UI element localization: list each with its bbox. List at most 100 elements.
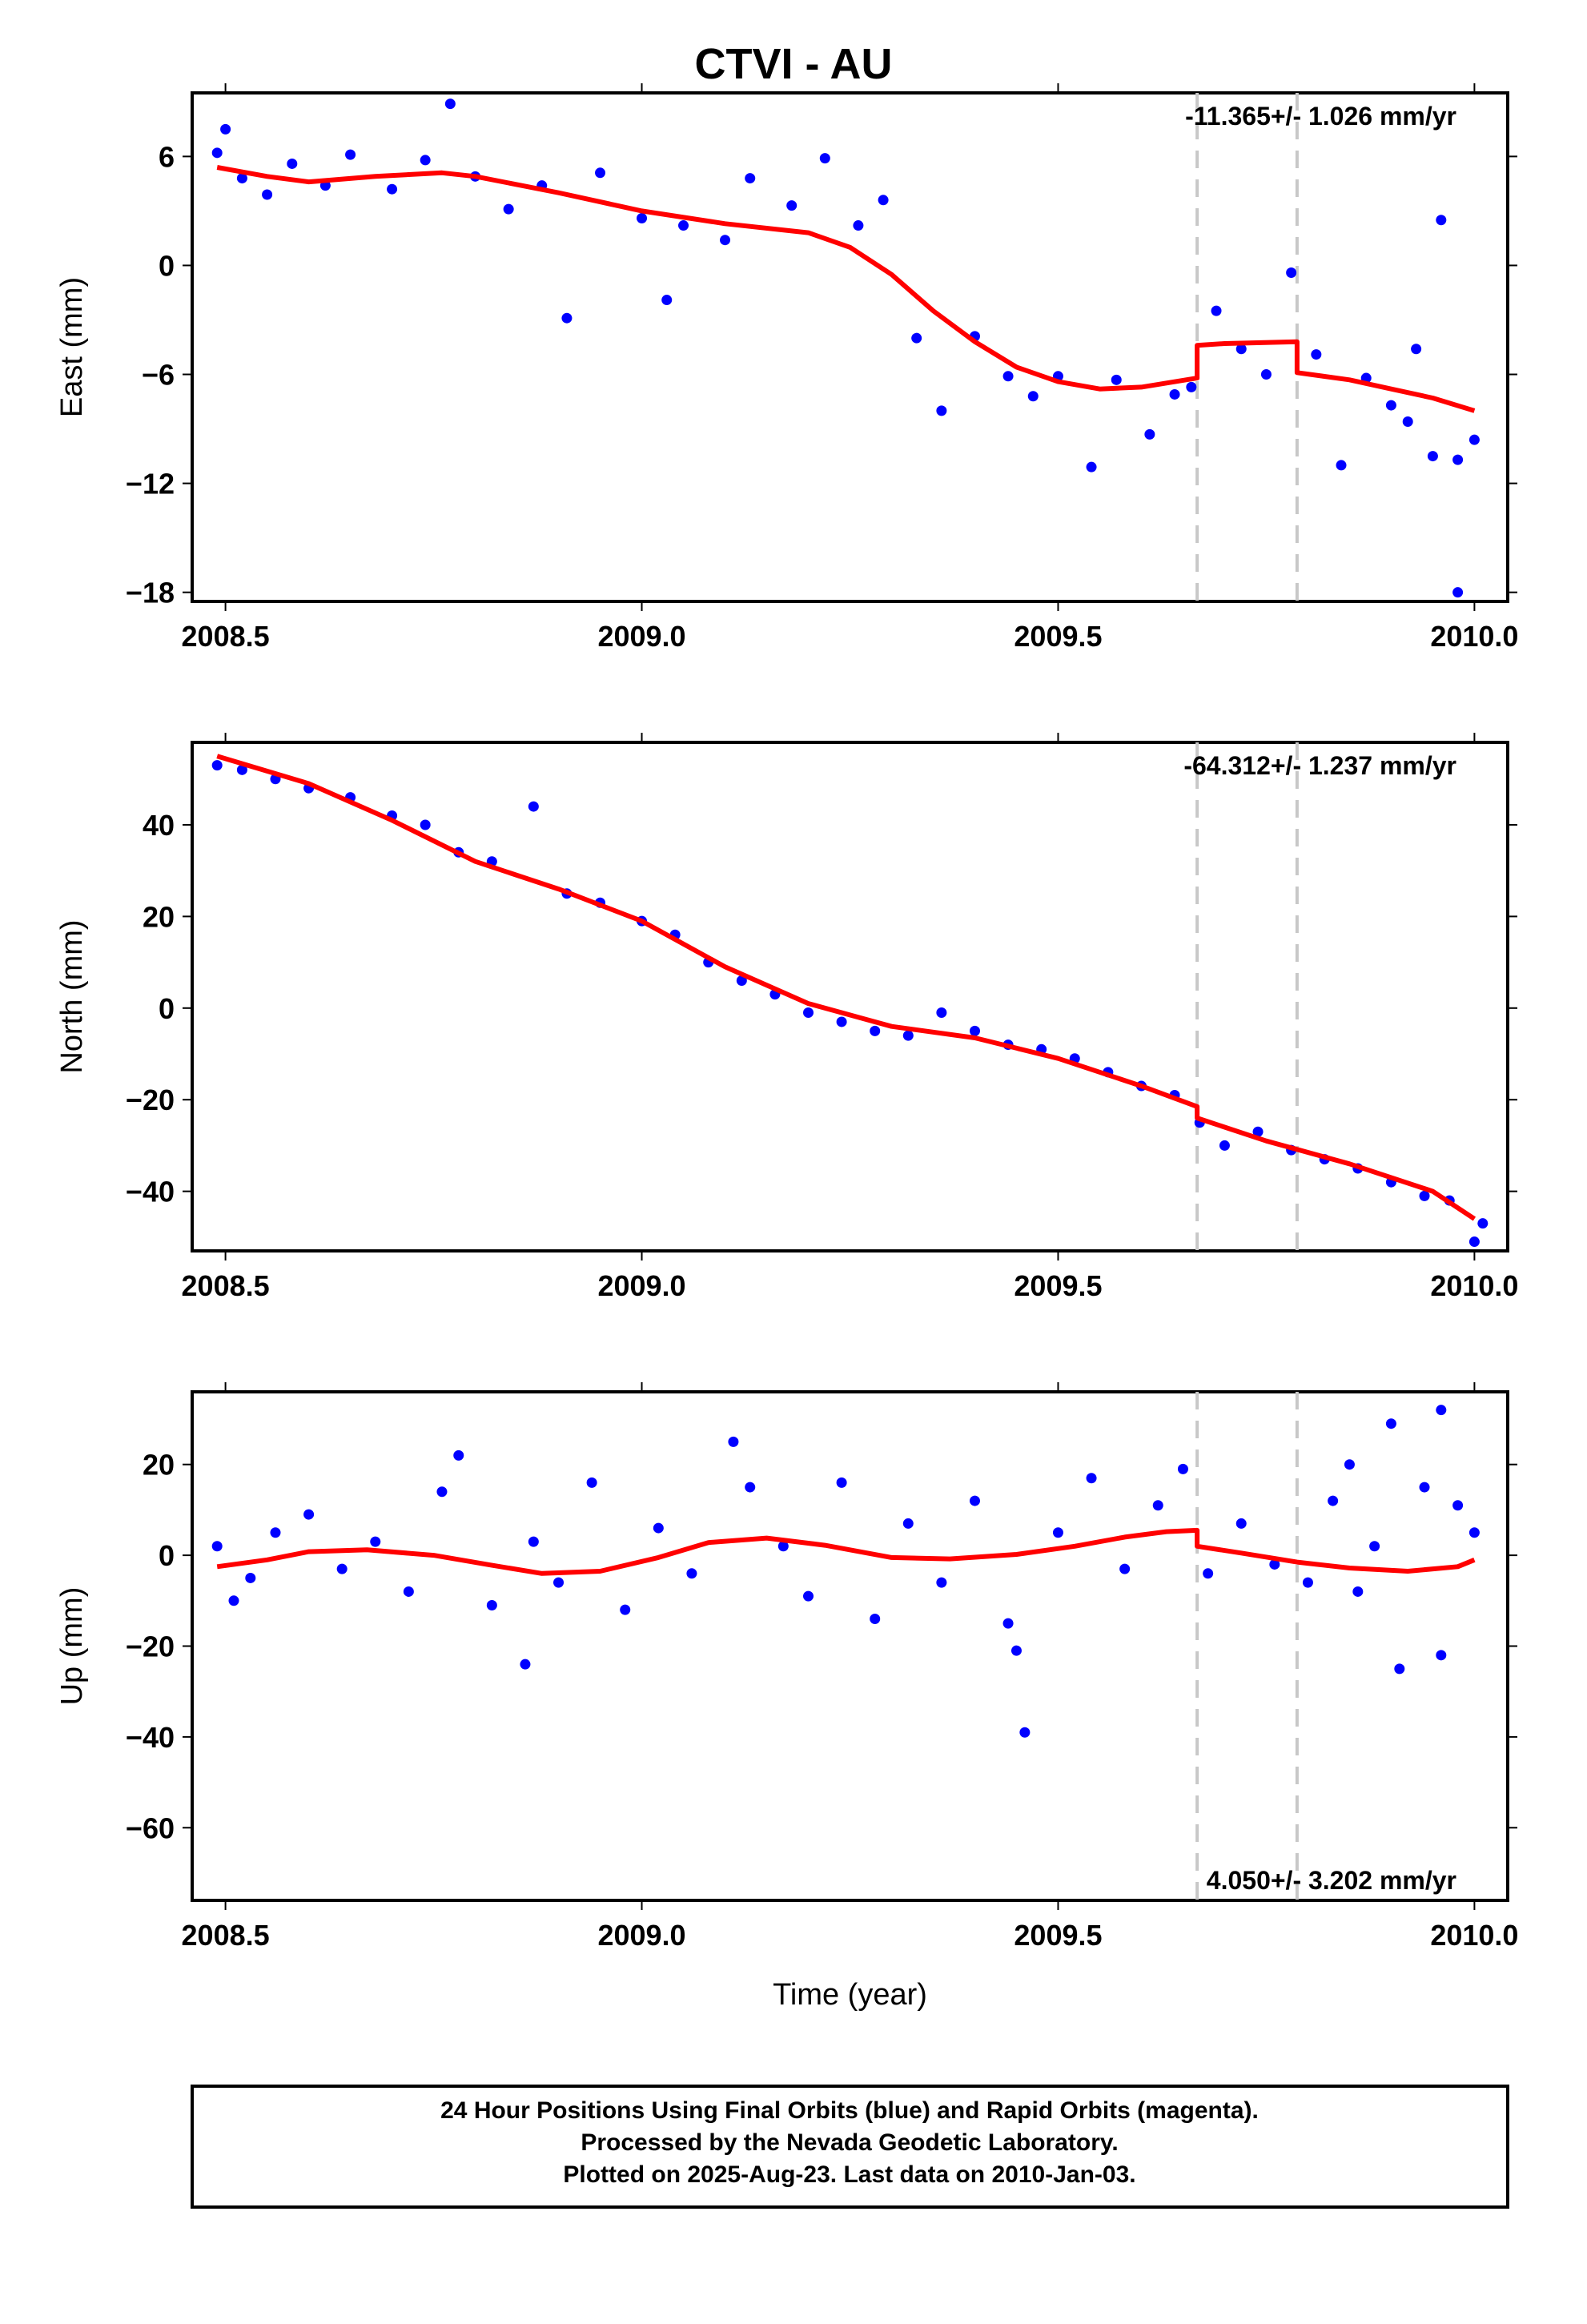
north-model-line — [216, 754, 1477, 1221]
up-plot-frame — [191, 1390, 1509, 1902]
up-data-point — [1002, 1618, 1014, 1629]
east-data-point — [220, 123, 231, 135]
north-data-point — [902, 1030, 914, 1041]
east-data-point — [236, 173, 247, 184]
north-x-tick-label: 2010.0 — [1430, 1269, 1518, 1302]
up-data-point — [436, 1486, 448, 1498]
up-data-point — [745, 1482, 756, 1493]
up-data-point — [1152, 1500, 1163, 1511]
up-data-point — [520, 1659, 531, 1670]
east-data-point — [661, 295, 673, 306]
east-data-point — [911, 332, 922, 344]
footer-line-1: 24 Hour Positions Using Final Orbits (bl… — [440, 2097, 1259, 2124]
east-data-point — [936, 405, 947, 416]
east-data-point — [1027, 391, 1039, 402]
east-data-point — [1385, 400, 1396, 411]
east-data-point — [745, 173, 756, 184]
plot-panels: 2008.5 2009.0 2009.5 2010.0 6 0 −6 −12 −18 East (… — [55, 83, 1518, 2012]
east-data-point — [595, 167, 606, 179]
east-data-point — [878, 195, 889, 206]
east-data-point — [1311, 349, 1322, 360]
north-x-tick-label: 2008.5 — [182, 1269, 270, 1302]
north-plot-frame — [191, 741, 1509, 1252]
north-data-point — [969, 1025, 980, 1036]
up-data-point — [1010, 1645, 1022, 1656]
up-data-point — [1177, 1463, 1188, 1474]
up-x-tick-label: 2010.0 — [1430, 1919, 1518, 1952]
east-x-tick-label: 2008.5 — [182, 620, 270, 653]
east-x-tick-label: 2009.5 — [1014, 620, 1102, 653]
east-data-point — [678, 220, 689, 231]
east-data-point — [420, 155, 431, 166]
east-data-point — [720, 235, 731, 246]
up-data-point — [777, 1541, 789, 1552]
up-y-tick-label: −40 — [126, 1721, 175, 1754]
up-data-point — [1468, 1527, 1480, 1538]
footer-box: 24 Hour Positions Using Final Orbits (bl… — [191, 2085, 1509, 2209]
up-data-point — [620, 1604, 631, 1615]
north-data-point — [236, 764, 247, 775]
east-y-axis-label: East (mm) — [55, 277, 89, 417]
up-data-point — [902, 1518, 914, 1529]
up-data-point — [1385, 1418, 1396, 1429]
up-data-point — [553, 1577, 564, 1588]
up-data-point — [245, 1572, 256, 1583]
east-data-point — [1169, 388, 1180, 400]
north-data-point — [1468, 1236, 1480, 1248]
panel-up: 2008.5 2009.0 2009.5 2010.0 20 0 −20 −40 −60 Up (… — [55, 1382, 1518, 2012]
east-data-point — [262, 189, 273, 200]
north-data-point — [936, 1007, 947, 1019]
up-data-point — [303, 1509, 315, 1520]
north-y-tick-label: −20 — [126, 1084, 175, 1116]
up-data-point — [528, 1536, 539, 1547]
up-data-point — [653, 1522, 664, 1534]
east-data-point — [503, 203, 514, 215]
up-data-point — [586, 1477, 597, 1488]
up-x-tick-label: 2009.0 — [597, 1919, 685, 1952]
north-data-point — [1419, 1190, 1430, 1201]
east-data-point — [786, 200, 798, 211]
east-plot-frame — [191, 91, 1509, 603]
north-y-axis-label: North (mm) — [55, 919, 89, 1073]
north-data-point — [736, 975, 747, 986]
up-y-tick-label: 20 — [143, 1449, 175, 1482]
east-data-point — [1468, 434, 1480, 445]
east-data-point — [345, 149, 356, 160]
north-data-point — [836, 1016, 847, 1027]
up-x-tick-label: 2009.5 — [1014, 1919, 1102, 1952]
up-data-point — [1419, 1482, 1430, 1493]
east-data-point — [1111, 374, 1122, 385]
up-y-tick-label: −20 — [126, 1630, 175, 1663]
east-y-tick-label: 6 — [159, 140, 175, 173]
up-x-tick-label: 2008.5 — [182, 1919, 270, 1952]
up-model-line — [216, 1527, 1476, 1576]
east-data-point — [1086, 461, 1097, 472]
up-data-point — [870, 1613, 881, 1624]
up-data-point — [211, 1541, 223, 1552]
east-data-point — [1286, 267, 1297, 279]
up-data-point — [803, 1590, 814, 1602]
east-data-point — [387, 183, 398, 195]
east-data-point — [1260, 369, 1272, 380]
north-data-point — [803, 1007, 814, 1019]
up-data-point — [1052, 1527, 1063, 1538]
north-data-point — [1219, 1140, 1230, 1151]
east-data-point — [637, 212, 648, 223]
up-data-point — [453, 1449, 464, 1461]
up-data-point — [1086, 1473, 1097, 1484]
footer-frame — [191, 2085, 1509, 2209]
up-data-point — [686, 1568, 697, 1579]
east-data-point — [1452, 454, 1464, 465]
east-data-point — [1235, 344, 1247, 355]
north-x-tick-label: 2009.5 — [1014, 1269, 1102, 1302]
east-data-point — [1002, 371, 1014, 382]
up-data-point — [1302, 1577, 1313, 1588]
up-data-point — [728, 1436, 739, 1447]
up-data-point — [836, 1477, 847, 1488]
up-data-point — [1394, 1663, 1405, 1675]
east-x-tick-label: 2010.0 — [1430, 620, 1518, 653]
east-data-point — [561, 312, 573, 324]
east-data-point — [1452, 587, 1464, 598]
up-data-point — [1369, 1541, 1380, 1552]
